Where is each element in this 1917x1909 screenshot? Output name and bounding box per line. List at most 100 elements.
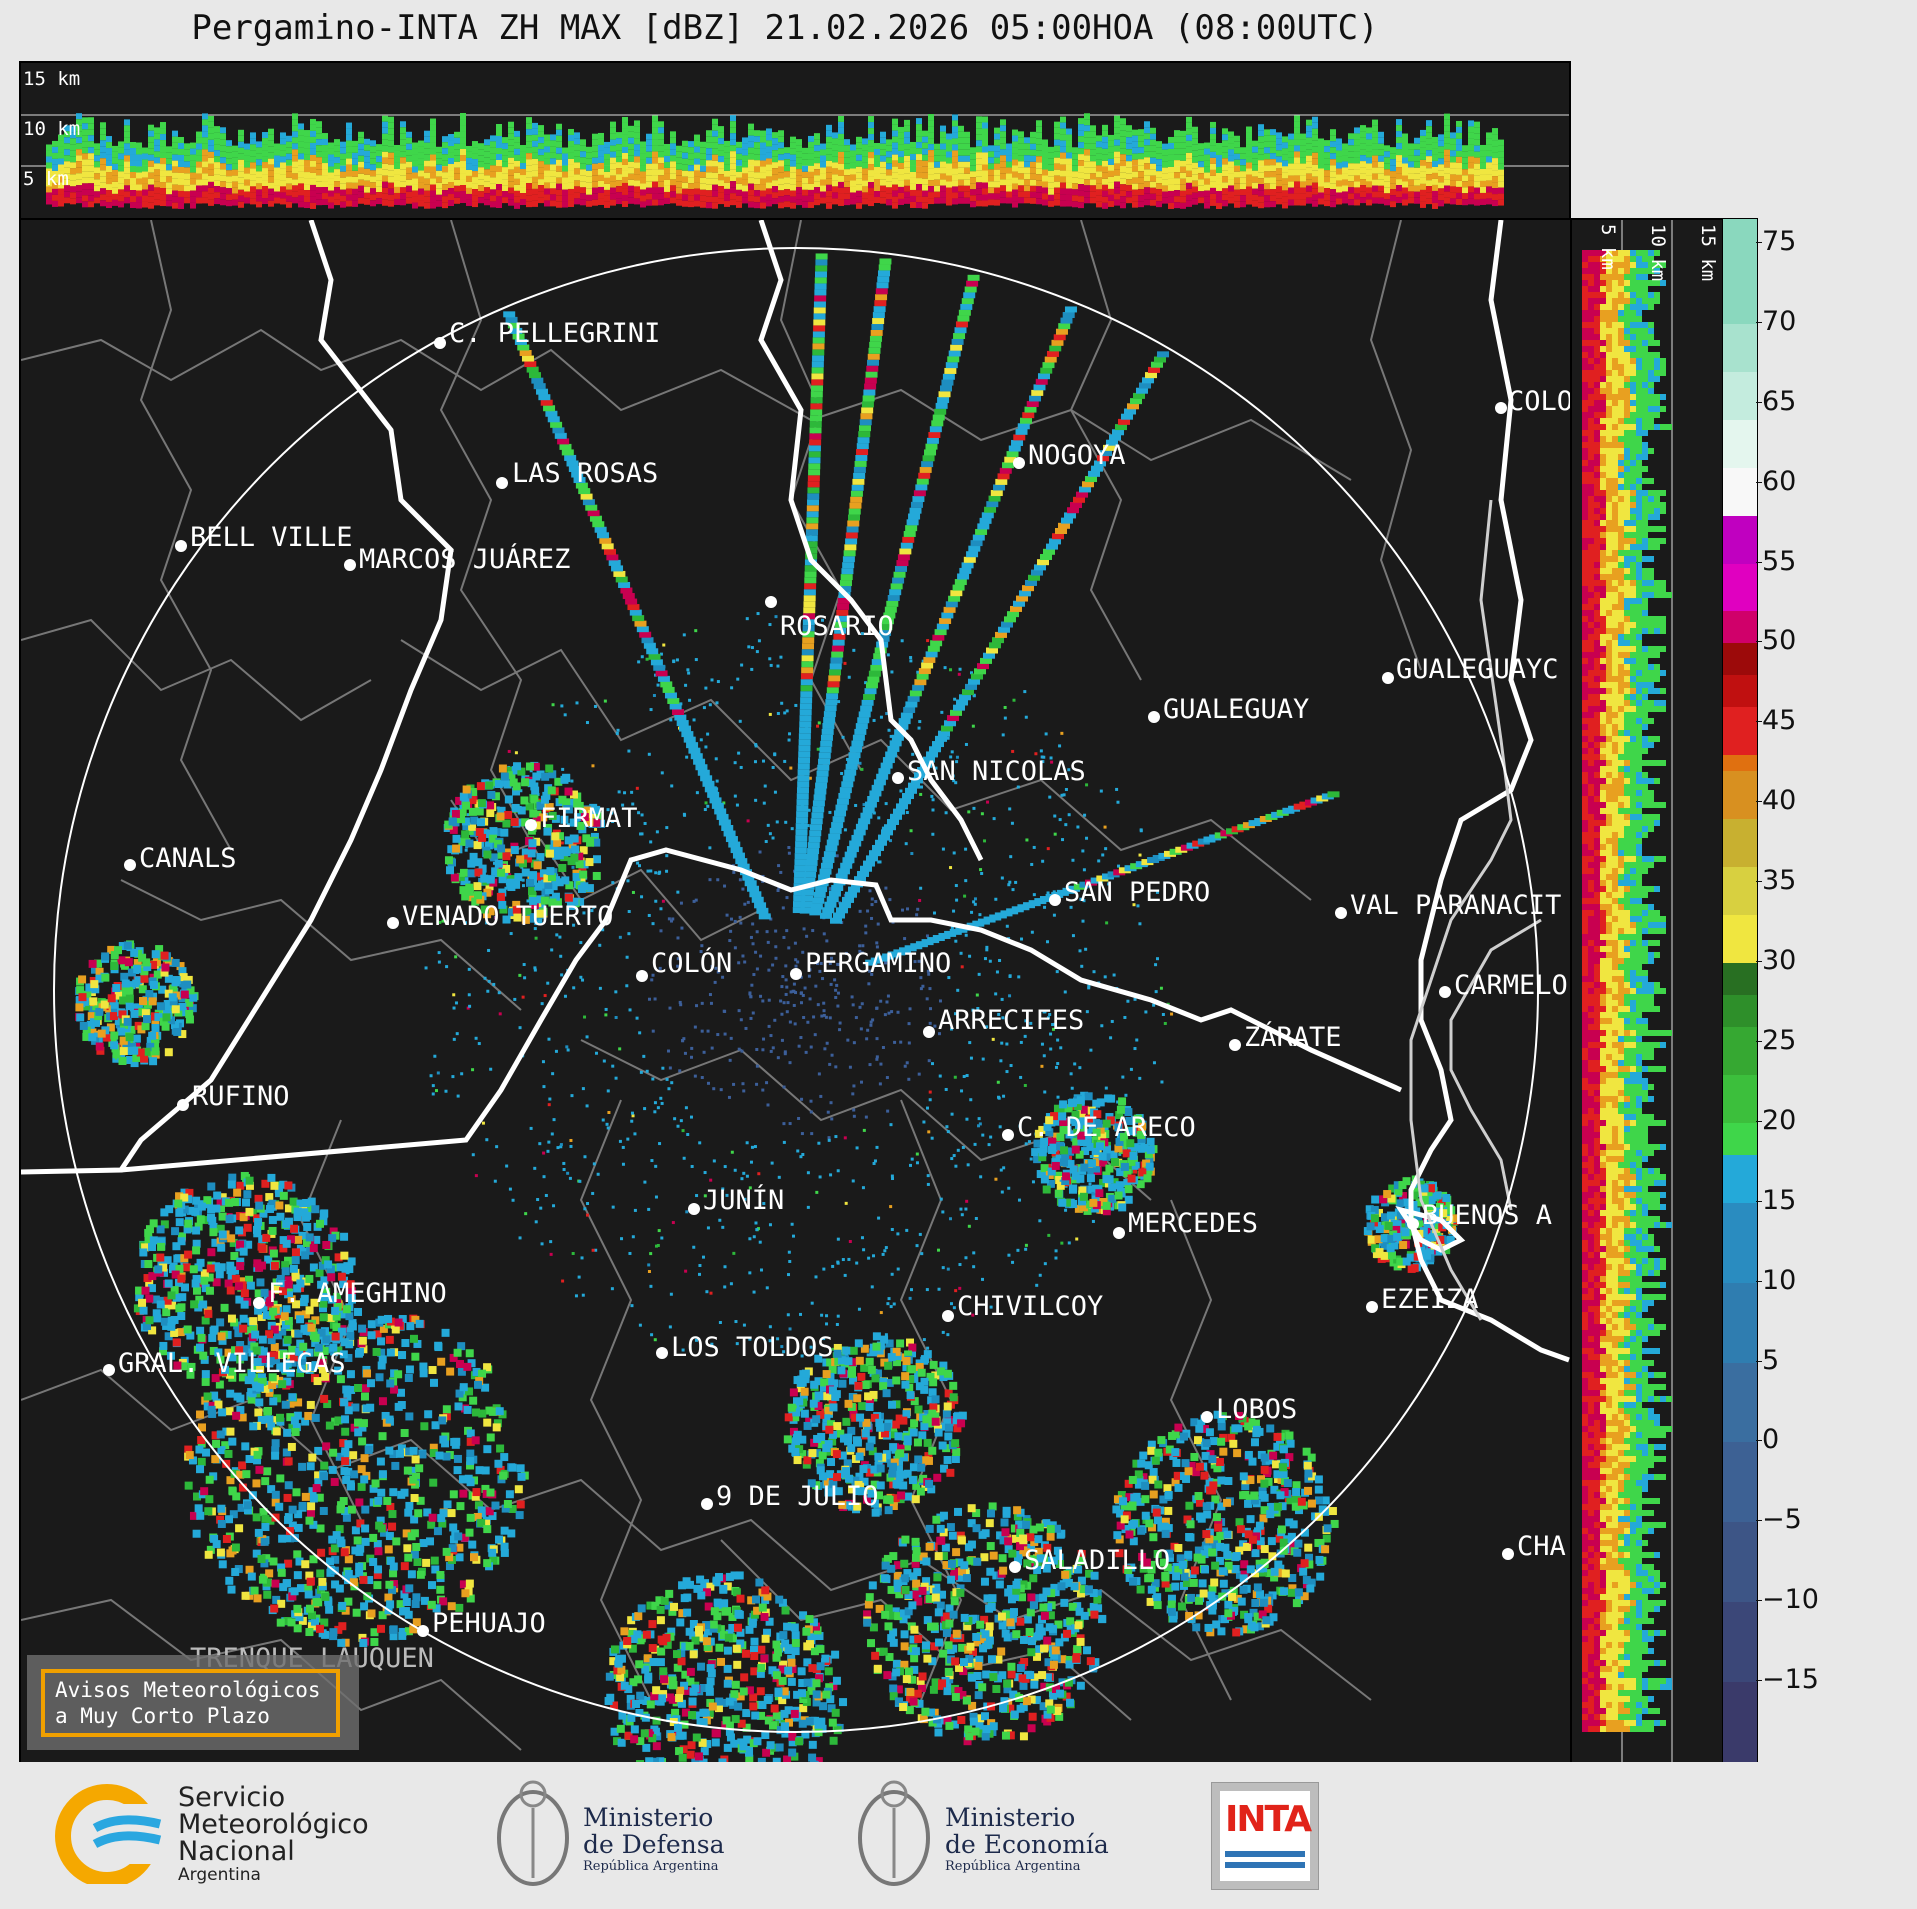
- top-echo-cell: [700, 141, 706, 148]
- echo-speckle: [669, 919, 673, 923]
- echo-speckle: [952, 1154, 956, 1158]
- top-echo-cell: [1372, 191, 1378, 198]
- top-echo-cell: [1000, 119, 1006, 126]
- echo-spoke-cell: [871, 784, 884, 791]
- top-echo-cell: [778, 172, 784, 179]
- top-echo-cell: [1012, 189, 1018, 196]
- top-echo-cell: [976, 140, 982, 147]
- top-echo-cell: [370, 182, 376, 189]
- top-echo-cell: [916, 118, 922, 125]
- echo-speckle: [861, 1186, 865, 1190]
- top-echo-cell: [502, 197, 508, 204]
- echo-speckle: [654, 899, 658, 903]
- echo-spoke-cell: [905, 701, 918, 708]
- top-echo-cell: [628, 137, 634, 144]
- top-echo-cell: [352, 152, 358, 159]
- top-echo-cell: [1234, 183, 1240, 190]
- echo-spoke-cell: [950, 590, 963, 597]
- top-echo-cell: [118, 177, 124, 184]
- echo-spoke-cell: [1051, 339, 1064, 346]
- echo-speckle: [965, 1074, 969, 1078]
- top-echo-cell: [1270, 135, 1276, 142]
- echo-speckle: [785, 929, 789, 933]
- top-echo-cell: [670, 149, 676, 156]
- top-echo-cell: [226, 176, 232, 183]
- top-echo-cell: [1240, 177, 1246, 184]
- top-echo-cell: [286, 135, 292, 142]
- top-echo-cell: [742, 167, 748, 174]
- top-echo-cell: [82, 159, 88, 166]
- echo-speckle: [773, 753, 777, 757]
- top-echo-cell: [304, 148, 310, 155]
- echo-speckle: [700, 1001, 704, 1005]
- top-echo-cell: [1030, 137, 1036, 144]
- top-echo-cell: [850, 174, 856, 181]
- top-echo-cell: [1420, 165, 1426, 172]
- top-echo-cell: [808, 177, 814, 184]
- top-echo-cell: [958, 125, 964, 132]
- top-echo-cell: [100, 164, 106, 171]
- top-echo-cell: [76, 161, 82, 168]
- top-echo-cell: [928, 138, 934, 145]
- top-echo-cell: [1114, 139, 1120, 146]
- top-cross-section-panel: 15 km 10 km 5 km: [19, 61, 1571, 220]
- top-echo-cell: [1186, 152, 1192, 159]
- top-echo-cell: [598, 144, 604, 151]
- echo-spoke-cell: [876, 282, 889, 289]
- echo-speckle: [741, 1082, 745, 1086]
- echo-speckle: [561, 1279, 565, 1283]
- top-echo-cell: [430, 130, 436, 137]
- echo-speckle: [669, 1292, 673, 1296]
- top-echo-cell: [742, 161, 748, 168]
- top-echo-cell: [202, 161, 208, 168]
- echo-speckle: [829, 956, 833, 960]
- top-echo-cell: [670, 185, 676, 192]
- top-echo-cell: [784, 183, 790, 190]
- echo-speckle: [604, 1013, 608, 1017]
- echo-speckle: [907, 1022, 911, 1026]
- top-echo-cell: [850, 168, 856, 175]
- echo-spoke-cell: [925, 443, 938, 450]
- echo-speckle: [846, 1038, 850, 1042]
- top-echo-cell: [280, 144, 286, 151]
- echo-speckle: [581, 1087, 585, 1091]
- top-echo-cell: [1078, 196, 1084, 203]
- echo-spoke-cell: [799, 703, 812, 710]
- top-echo-cell: [904, 179, 910, 186]
- echo-speckle: [889, 1123, 893, 1127]
- echo-speckle: [1060, 793, 1064, 797]
- top-echo-cell: [196, 179, 202, 186]
- top-echo-cell: [82, 153, 88, 160]
- echo-speckle: [657, 871, 661, 875]
- top-echo-cell: [1204, 148, 1210, 155]
- top-echo-cell: [292, 161, 298, 168]
- echo-spoke-cell: [939, 385, 952, 392]
- top-echo-cell: [58, 170, 64, 177]
- echo-speckle: [549, 1240, 553, 1244]
- top-echo-cell: [400, 145, 406, 152]
- top-echo-cell: [532, 188, 538, 195]
- top-echo-cell: [1300, 199, 1306, 206]
- top-echo-cell: [916, 136, 922, 143]
- top-echo-cell: [1372, 119, 1378, 126]
- top-echo-cell: [1054, 151, 1060, 158]
- top-echo-cell: [70, 180, 76, 187]
- echo-speckle: [585, 721, 589, 725]
- top-echo-cell: [532, 146, 538, 153]
- top-echo-cell: [310, 130, 316, 137]
- echo-spoke-cell: [926, 437, 939, 444]
- top-echo-cell: [124, 167, 130, 174]
- echo-speckle: [953, 1075, 957, 1079]
- top-echo-cell: [658, 169, 664, 176]
- top-echo-cell: [868, 182, 874, 189]
- echo-spoke-cell: [725, 836, 738, 843]
- top-echo-cell: [1462, 175, 1468, 182]
- top-echo-cell: [748, 153, 754, 160]
- echo-speckle: [860, 1080, 864, 1084]
- top-echo-cell: [694, 200, 700, 207]
- top-echo-cell: [1396, 149, 1402, 156]
- top-echo-cell: [1180, 166, 1186, 173]
- top-echo-cell: [1036, 132, 1042, 139]
- top-echo-cell: [436, 164, 442, 171]
- echo-speckle: [796, 1149, 800, 1153]
